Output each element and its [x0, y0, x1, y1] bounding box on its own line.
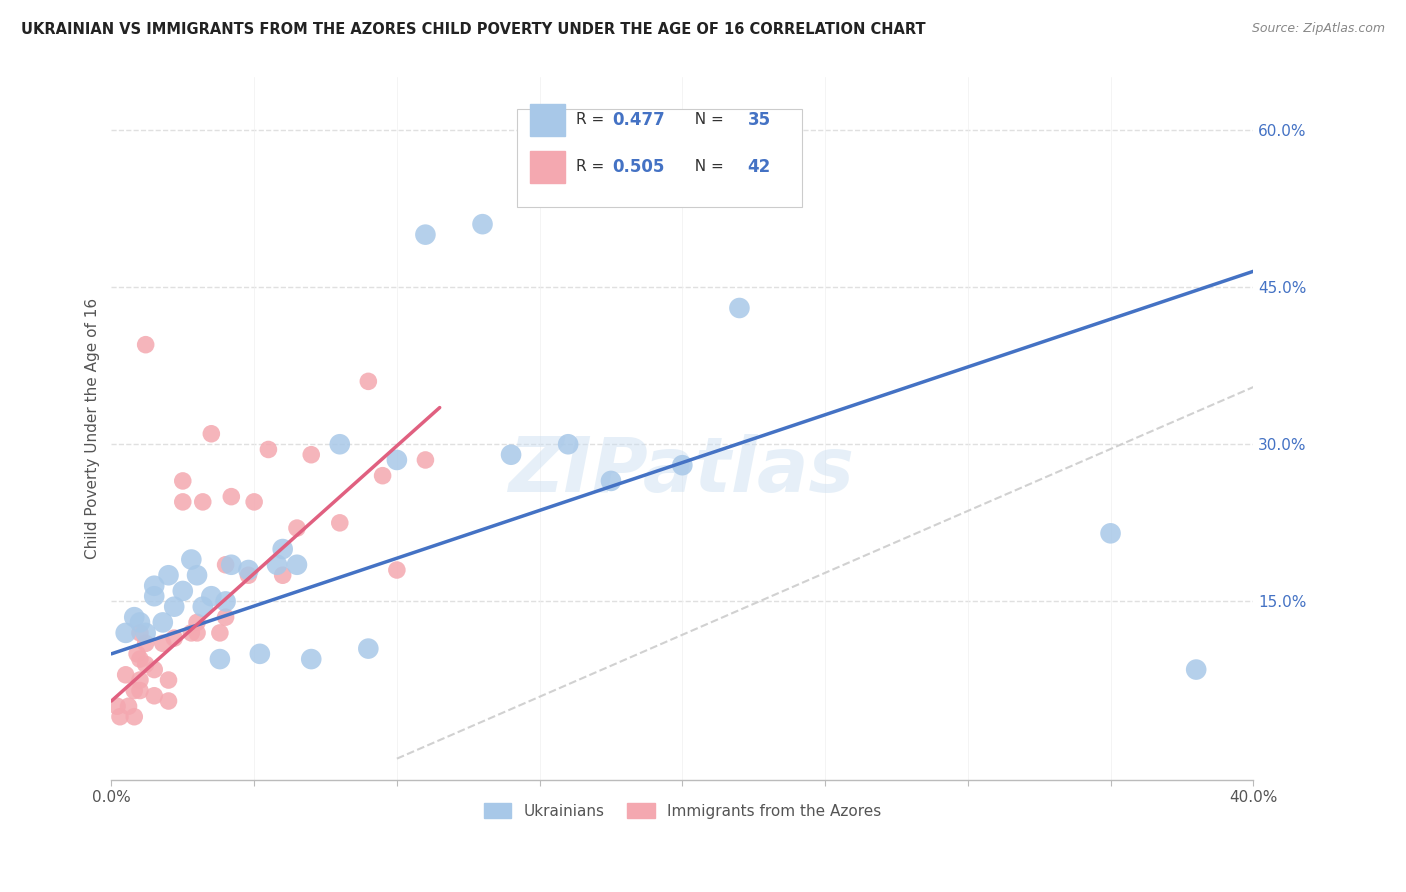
Bar: [530, 104, 565, 136]
Text: 0.505: 0.505: [613, 158, 665, 176]
Point: [671, 458, 693, 473]
Point: [114, 626, 136, 640]
Point: [143, 663, 166, 677]
Point: [129, 615, 152, 630]
Text: 0.477: 0.477: [613, 111, 665, 129]
Legend: Ukrainians, Immigrants from the Azores: Ukrainians, Immigrants from the Azores: [478, 797, 887, 824]
Point: [385, 563, 408, 577]
Point: [135, 337, 157, 351]
Point: [200, 426, 222, 441]
Point: [299, 652, 322, 666]
Point: [191, 495, 214, 509]
Point: [1185, 663, 1208, 677]
Point: [271, 542, 294, 557]
Point: [163, 631, 186, 645]
Text: Source: ZipAtlas.com: Source: ZipAtlas.com: [1251, 22, 1385, 36]
Point: [129, 673, 152, 687]
Point: [135, 657, 157, 672]
Text: ZIPatlas: ZIPatlas: [509, 434, 855, 508]
Point: [186, 615, 208, 630]
Point: [499, 448, 522, 462]
Point: [157, 673, 180, 687]
Point: [129, 626, 152, 640]
Point: [143, 589, 166, 603]
Point: [122, 683, 145, 698]
Point: [357, 641, 380, 656]
Point: [208, 626, 231, 640]
Point: [257, 442, 280, 457]
Point: [329, 437, 352, 451]
Point: [122, 610, 145, 624]
Point: [186, 568, 208, 582]
Text: UKRAINIAN VS IMMIGRANTS FROM THE AZORES CHILD POVERTY UNDER THE AGE OF 16 CORREL: UKRAINIAN VS IMMIGRANTS FROM THE AZORES …: [21, 22, 925, 37]
Point: [105, 699, 128, 714]
Point: [135, 626, 157, 640]
Bar: [530, 151, 565, 183]
Point: [152, 636, 174, 650]
Point: [114, 668, 136, 682]
Point: [135, 636, 157, 650]
Point: [266, 558, 288, 572]
FancyBboxPatch shape: [517, 109, 803, 207]
Point: [1099, 526, 1122, 541]
Point: [157, 568, 180, 582]
Point: [180, 552, 202, 566]
Point: [285, 558, 308, 572]
Point: [249, 647, 271, 661]
Point: [238, 568, 260, 582]
Point: [214, 594, 236, 608]
Point: [557, 437, 579, 451]
Point: [172, 474, 194, 488]
Point: [172, 584, 194, 599]
Point: [143, 579, 166, 593]
Point: [357, 375, 380, 389]
Point: [163, 599, 186, 614]
Point: [600, 474, 623, 488]
Point: [172, 495, 194, 509]
Point: [200, 589, 222, 603]
Point: [208, 652, 231, 666]
Point: [127, 647, 149, 661]
Text: 42: 42: [748, 158, 770, 176]
Point: [191, 599, 214, 614]
Point: [471, 217, 494, 231]
Point: [285, 521, 308, 535]
Point: [371, 468, 394, 483]
Point: [415, 227, 437, 242]
Point: [157, 694, 180, 708]
Point: [221, 490, 243, 504]
Point: [214, 610, 236, 624]
Point: [117, 699, 139, 714]
Text: R =: R =: [576, 160, 609, 175]
Point: [243, 495, 266, 509]
Point: [129, 652, 152, 666]
Point: [143, 689, 166, 703]
Text: R =: R =: [576, 112, 609, 128]
Point: [728, 301, 751, 315]
Point: [214, 558, 236, 572]
Point: [152, 615, 174, 630]
Text: 35: 35: [748, 111, 770, 129]
Point: [186, 626, 208, 640]
Point: [129, 683, 152, 698]
Point: [271, 568, 294, 582]
Point: [415, 453, 437, 467]
Point: [122, 710, 145, 724]
Y-axis label: Child Poverty Under the Age of 16: Child Poverty Under the Age of 16: [86, 298, 100, 559]
Text: N =: N =: [685, 112, 728, 128]
Point: [299, 448, 322, 462]
Point: [108, 710, 131, 724]
Point: [385, 453, 408, 467]
Point: [238, 563, 260, 577]
Point: [221, 558, 243, 572]
Text: N =: N =: [685, 160, 728, 175]
Point: [329, 516, 352, 530]
Point: [180, 626, 202, 640]
